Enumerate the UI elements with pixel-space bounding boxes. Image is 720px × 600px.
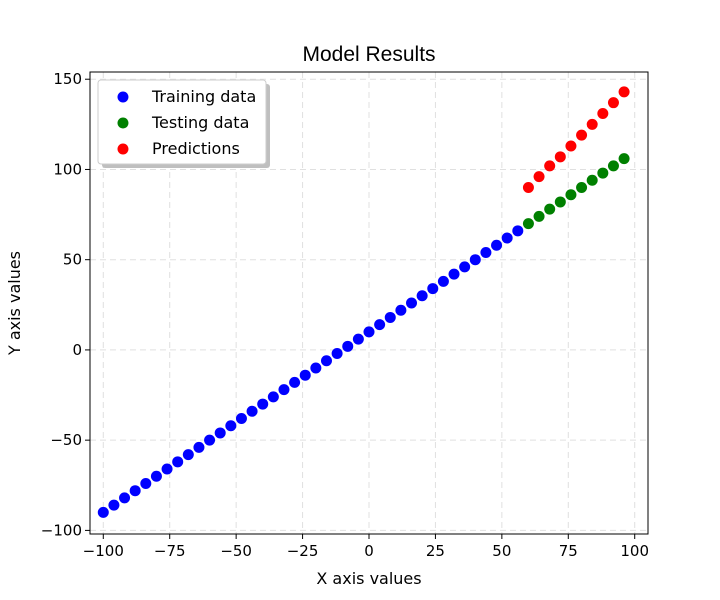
training-data-point [480,246,492,258]
training-data-point [225,420,237,432]
predictions-point [597,108,609,120]
y-tick-label: 150 [53,70,82,88]
training-data-point [257,398,269,410]
training-data-point [352,333,364,345]
training-data-point [161,463,173,475]
x-tick-label: 75 [559,542,578,560]
y-axis: −100 −50 0 50 100 150 [41,70,90,539]
training-data-point [119,492,131,504]
training-data-point [427,283,439,295]
legend-label-predictions: Predictions [152,139,240,158]
training-data-point [97,506,109,518]
training-data-point [193,441,205,453]
testing-data-point [576,182,588,193]
predictions-point [544,160,556,172]
training-data-point [448,268,460,280]
training-data-point [459,261,471,273]
training-data-point [501,232,513,244]
training-data-point [491,239,503,251]
predictions-point [533,171,545,183]
training-data-point [320,355,332,367]
training-data-point [246,405,258,417]
training-data-point [182,449,194,461]
training-data-point [437,275,449,287]
testing-data-point [522,218,534,230]
training-data-point [150,470,162,482]
training-data-point [267,391,279,403]
training-data-point [108,499,120,511]
chart-title: Model Results [302,43,435,66]
legend-marker-predictions [117,143,129,155]
predictions-point [607,97,619,109]
training-data-point [129,485,141,497]
y-tick-label: 0 [72,341,82,359]
testing-data-point [544,203,556,215]
training-data-point [384,311,396,323]
testing-data-point [565,189,577,201]
training-data-point [299,369,311,381]
training-data-point [289,376,301,388]
x-tick-label: 0 [364,542,374,560]
legend-label-testing-data: Testing data [151,113,249,132]
training-data-point [363,326,375,338]
training-data-point [406,297,418,309]
x-axis: −100 −75 −50 −25 0 25 50 75 100 [83,534,649,560]
x-tick-label: −50 [220,542,252,560]
grid-lines [90,72,648,534]
x-tick-label: 100 [620,542,649,560]
predictions-point [576,129,588,141]
y-tick-label: 100 [53,160,82,178]
legend: Training data Testing data Predictions [97,79,270,168]
training-data-point [469,254,481,266]
legend-label-training-data: Training data [151,87,256,106]
testing-data-point [533,210,545,222]
testing-data-point [597,167,609,179]
testing-data-point [554,196,566,208]
training-data-point [172,456,184,468]
training-data-point [331,348,343,360]
training-data-point [278,384,290,396]
x-tick-label: 25 [426,542,445,560]
predictions-point [565,140,577,152]
training-data-point [214,427,226,439]
training-data-point [374,319,386,331]
x-axis-title: X axis values [316,569,421,588]
testing-data-point [607,160,619,172]
training-data-point [310,362,322,374]
legend-marker-testing-data [117,117,129,129]
legend-box [97,79,267,165]
testing-data-point [618,153,630,165]
predictions-point [586,118,598,130]
training-data-point [140,477,152,489]
x-tick-label: 50 [492,542,511,560]
x-tick-label: −75 [154,542,186,560]
predictions-point [522,182,534,193]
y-tick-label: 50 [63,251,82,269]
testing-data-point [586,174,598,186]
predictions-point [618,86,630,98]
y-tick-label: −50 [50,431,82,449]
x-tick-label: −100 [83,542,124,560]
predictions-point [554,151,566,163]
training-data-point [342,340,354,352]
data-points [97,86,630,518]
y-axis-title: Y axis values [5,251,24,356]
training-data-point [416,290,428,302]
y-tick-label: −100 [41,521,82,539]
training-data-point [512,225,524,237]
x-tick-label: −25 [287,542,319,560]
legend-marker-training-data [117,91,129,103]
training-data-point [204,434,216,446]
training-data-point [395,304,407,316]
training-data-point [235,413,247,424]
